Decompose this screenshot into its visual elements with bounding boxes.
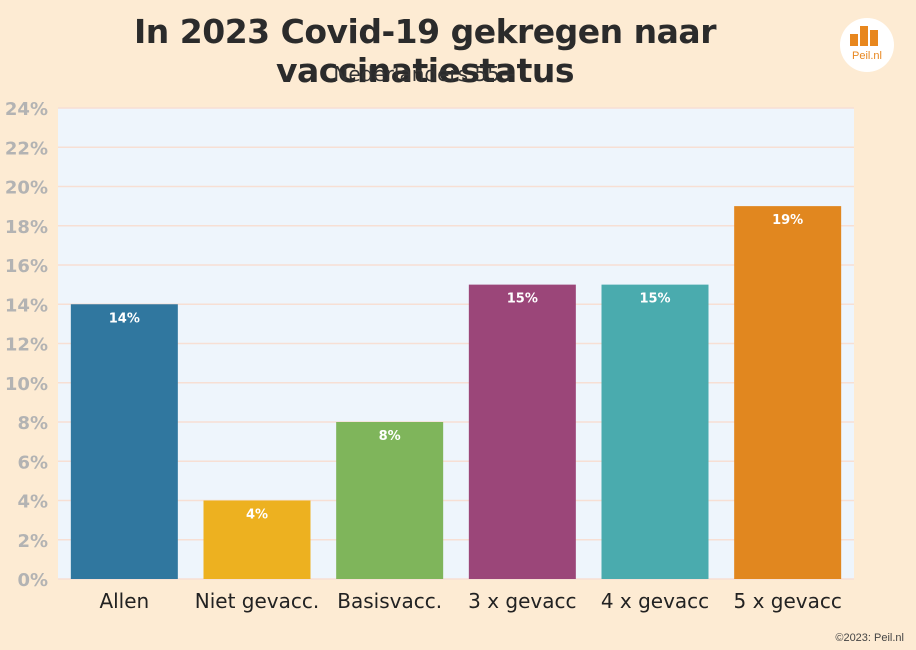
data-label: 14%: [109, 311, 140, 326]
x-tick-label: 4 x gevacc: [601, 589, 709, 613]
bar: [734, 206, 842, 579]
chart-subtitle: Nederlanders 55+: [333, 62, 517, 86]
y-tick-label: 4%: [17, 492, 48, 513]
y-tick-label: 6%: [17, 452, 48, 473]
data-label: 8%: [379, 429, 401, 444]
y-tick-label: 8%: [17, 413, 48, 434]
data-label: 15%: [639, 292, 670, 307]
y-tick-label: 16%: [5, 256, 48, 277]
x-tick-label: Basisvacc.: [337, 589, 442, 613]
y-tick-label: 2%: [17, 531, 48, 552]
x-tick-label: 5 x gevacc: [733, 589, 841, 613]
x-tick-label: 3 x gevacc: [468, 589, 576, 613]
x-tick-label: Niet gevacc.: [195, 589, 319, 613]
bar-chart-logo-icon: [850, 26, 878, 46]
data-label: 15%: [507, 292, 538, 307]
y-tick-label: 24%: [5, 99, 48, 120]
data-label: 4%: [246, 508, 268, 523]
logo-text: Peil.nl: [852, 50, 882, 62]
y-tick-label: 22%: [5, 138, 48, 159]
y-tick-label: 12%: [5, 335, 48, 356]
x-tick-label: Allen: [99, 589, 149, 613]
peil-logo: Peil.nl: [840, 18, 894, 72]
y-tick-label: 20%: [5, 178, 48, 199]
chart-title: In 2023 Covid-19 gekregen naar vaccinati…: [134, 12, 716, 90]
y-tick-label: 18%: [5, 217, 48, 238]
copyright-note: ©2023: Peil.nl: [835, 632, 904, 644]
bar: [601, 284, 709, 579]
bar: [70, 304, 178, 579]
bar: [468, 284, 576, 579]
y-tick-label: 14%: [5, 295, 48, 316]
data-label: 19%: [772, 213, 803, 228]
y-tick-label: 10%: [5, 374, 48, 395]
bar: [203, 500, 311, 579]
bar: [336, 422, 444, 579]
y-tick-label: 0%: [17, 570, 48, 591]
